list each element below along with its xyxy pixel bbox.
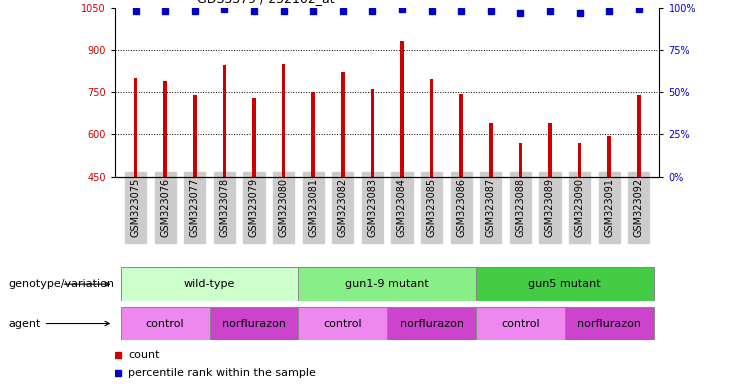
Bar	[164, 81, 167, 177]
Bar	[299, 307, 387, 340]
Bar	[519, 143, 522, 177]
Bar	[608, 136, 611, 177]
Text: norflurazon: norflurazon	[222, 318, 286, 329]
Text: gun5 mutant: gun5 mutant	[528, 279, 601, 289]
Text: control: control	[501, 318, 539, 329]
Bar	[341, 73, 345, 177]
Text: wild-type: wild-type	[184, 279, 235, 289]
Text: GDS3379 / 252102_at: GDS3379 / 252102_at	[196, 0, 334, 5]
Text: norflurazon: norflurazon	[577, 318, 641, 329]
Bar	[489, 123, 493, 177]
Bar	[134, 78, 137, 177]
Bar	[252, 98, 256, 177]
Bar	[400, 41, 404, 177]
Bar	[578, 143, 582, 177]
Bar	[637, 95, 640, 177]
Bar	[311, 92, 315, 177]
Bar	[370, 89, 374, 177]
Bar	[121, 267, 299, 301]
Bar	[565, 307, 654, 340]
Text: genotype/variation: genotype/variation	[8, 279, 114, 289]
Bar	[282, 64, 285, 177]
Text: agent: agent	[8, 318, 110, 329]
Text: norflurazon: norflurazon	[399, 318, 464, 329]
Bar	[476, 307, 565, 340]
Bar	[548, 123, 552, 177]
Bar	[193, 95, 196, 177]
Text: gun1-9 mutant: gun1-9 mutant	[345, 279, 429, 289]
Text: control: control	[324, 318, 362, 329]
Text: percentile rank within the sample: percentile rank within the sample	[128, 367, 316, 377]
Bar	[121, 307, 210, 340]
Bar	[459, 94, 463, 177]
Bar	[476, 267, 654, 301]
Bar	[299, 267, 476, 301]
Bar	[222, 65, 226, 177]
Bar	[387, 307, 476, 340]
Bar	[430, 79, 433, 177]
Bar	[210, 307, 299, 340]
Text: count: count	[128, 350, 160, 360]
Text: control: control	[146, 318, 185, 329]
